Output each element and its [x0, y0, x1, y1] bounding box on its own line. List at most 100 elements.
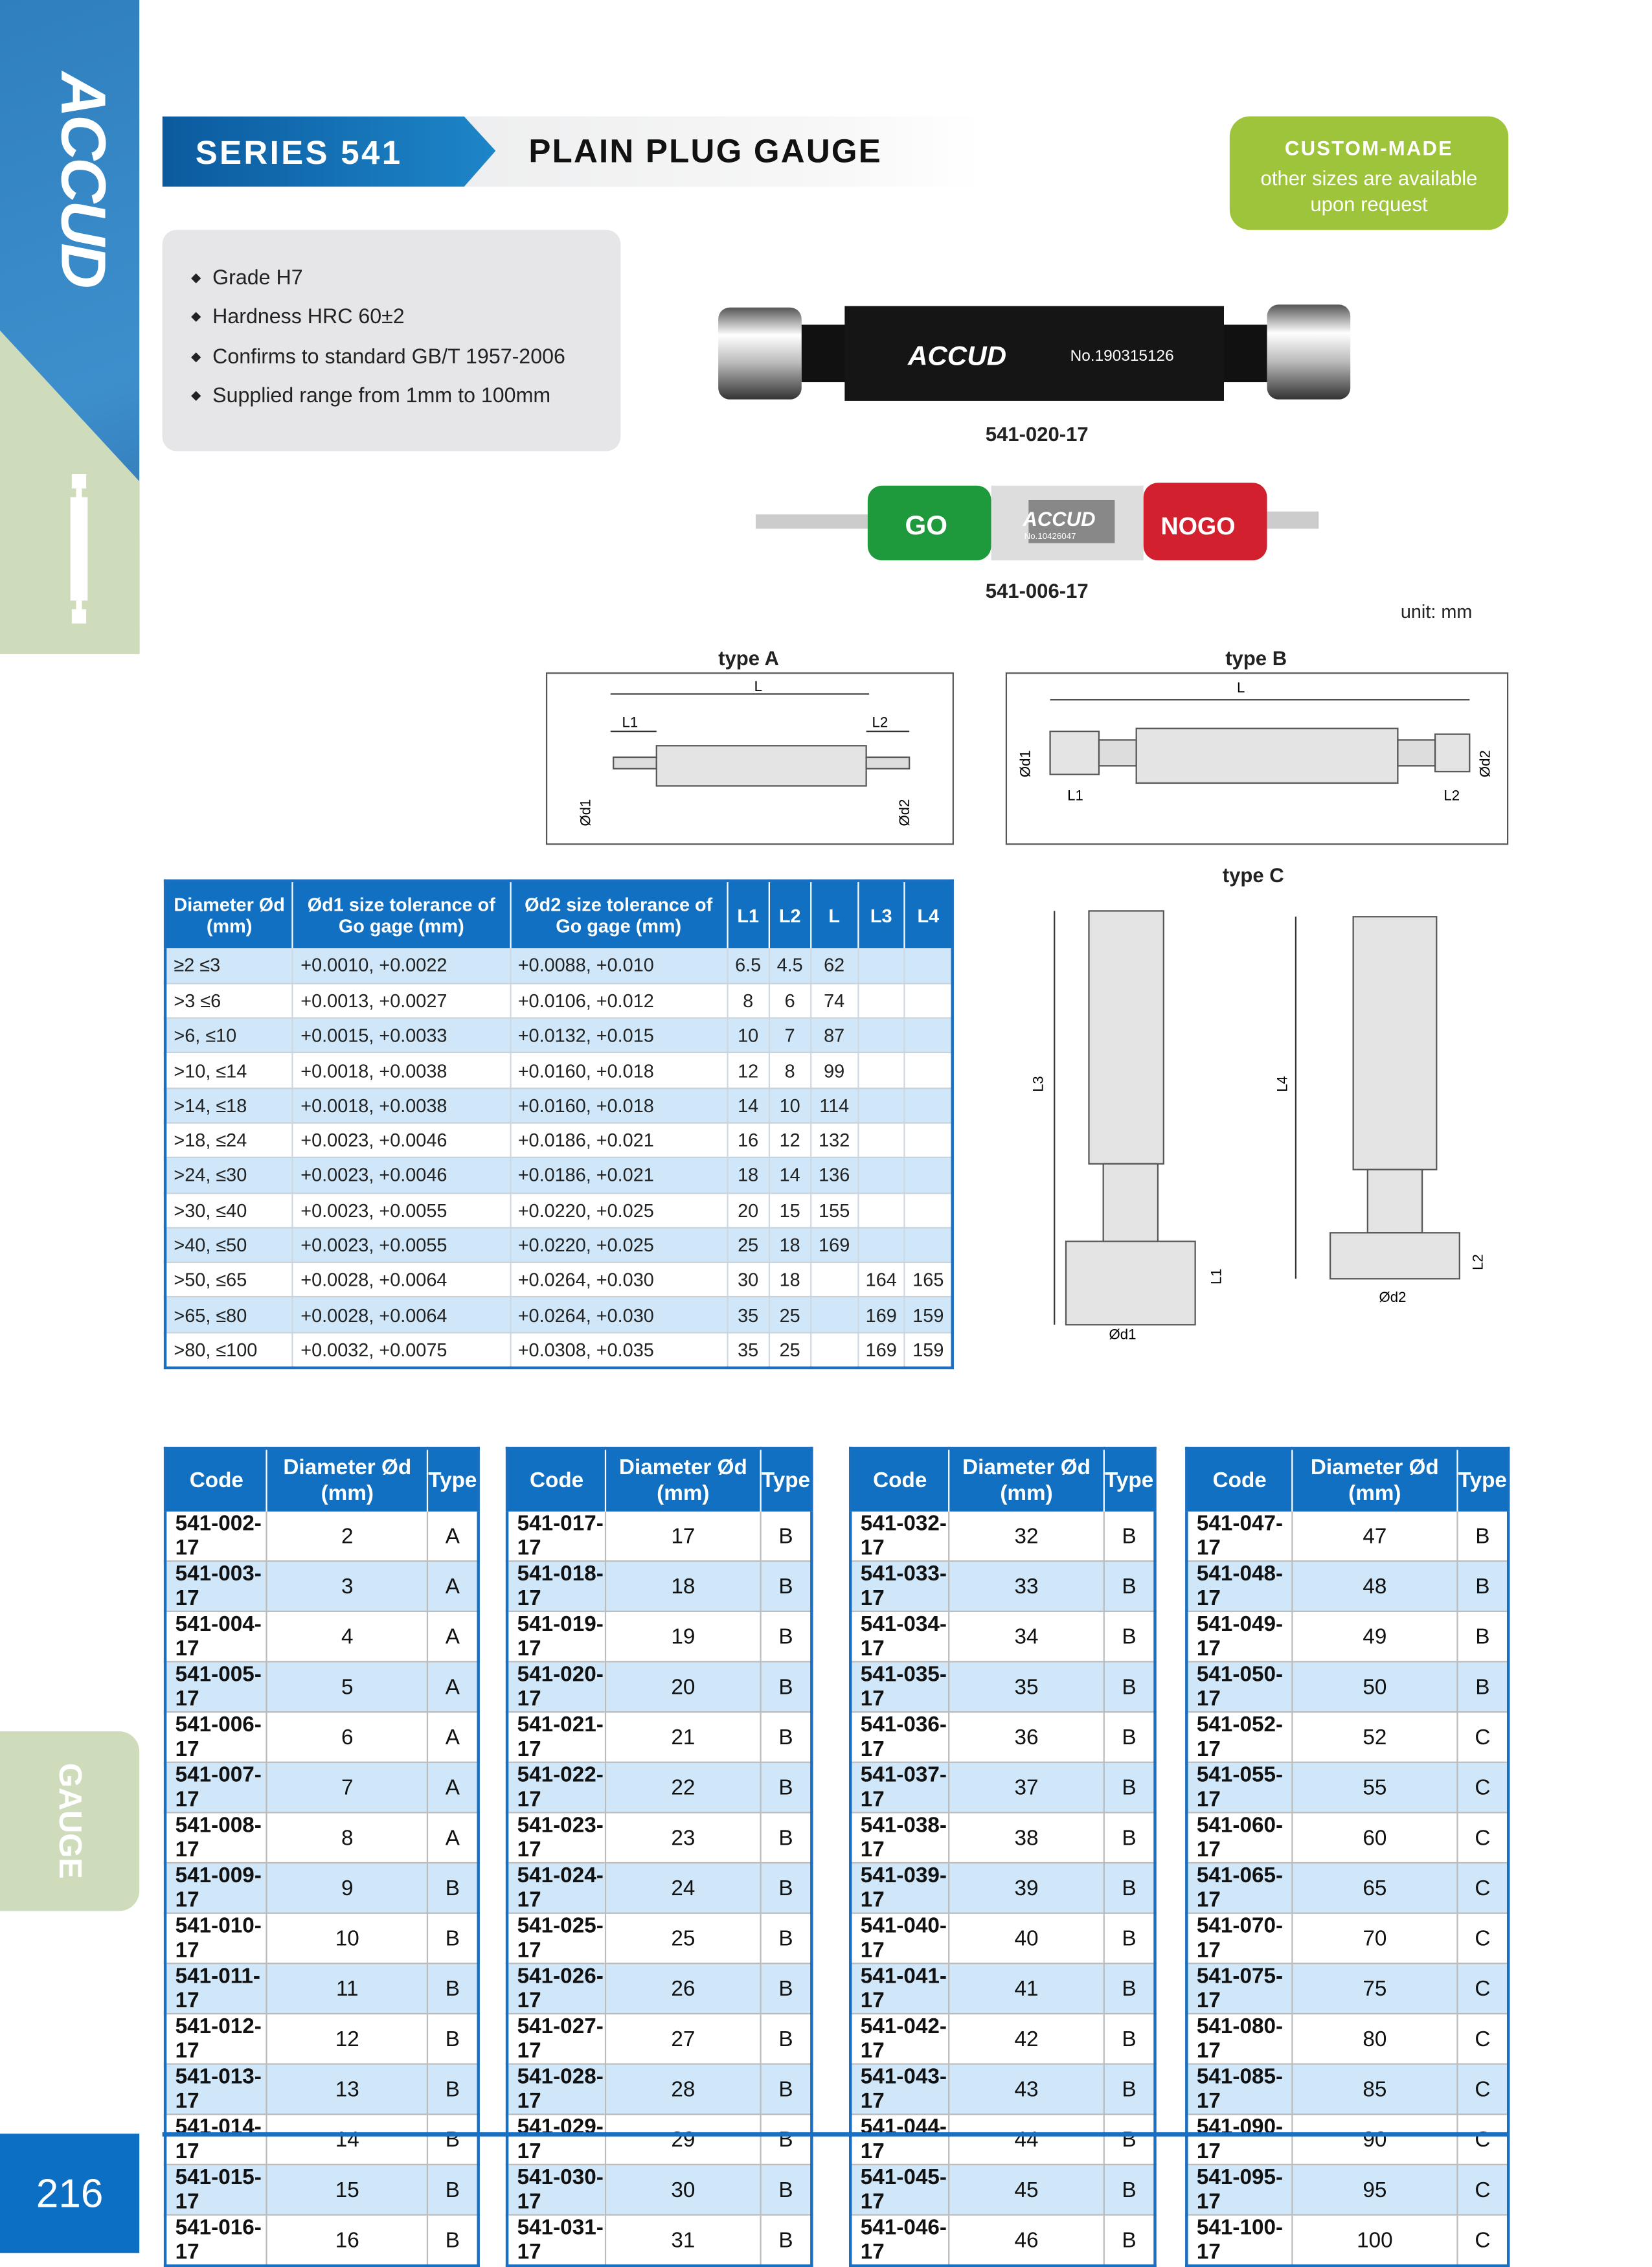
spec-row: >50, ≤65 +0.0028, +0.0064 +0.0264, +0.030 3…	[165, 1262, 953, 1299]
product-code: 541-011-17	[165, 1963, 268, 2015]
code-row: 541-010-17 10 B	[165, 1913, 479, 1965]
product-code: 541-037-17	[850, 1762, 950, 1814]
diameter: 3	[267, 1561, 429, 1612]
code-row: 541-042-17 42 B	[850, 2013, 1156, 2065]
type: B	[1457, 1661, 1510, 1713]
photo-serial: No.190315126	[1070, 347, 1174, 365]
diameter: 24	[605, 1863, 762, 1914]
nogo-label: NOGO	[1160, 512, 1235, 540]
product-code: 541-012-17	[165, 2013, 268, 2065]
spec-cell: +0.0010, +0.0022	[293, 948, 511, 985]
type: B	[1103, 1712, 1156, 1763]
spec-cell	[857, 1157, 906, 1194]
spec-cell: 6	[769, 983, 812, 1019]
product-code: 541-019-17	[507, 1611, 607, 1663]
code-row: 541-009-17 9 B	[165, 1863, 479, 1914]
spec-row: >24, ≤30 +0.0023, +0.0046 +0.0186, +0.021 1…	[165, 1157, 953, 1194]
section-tab-gauge[interactable]: GAUGE	[0, 1731, 140, 1911]
type: B	[1103, 1561, 1156, 1612]
product-code: 541-026-17	[507, 1963, 607, 2015]
code-row: 541-034-17 34 B	[850, 1611, 1156, 1663]
diameter: 44	[949, 2114, 1105, 2165]
spec-cell: >65, ≤80	[165, 1297, 294, 1334]
spec-cell: 10	[769, 1088, 812, 1124]
spec-cell: 18	[769, 1227, 812, 1264]
code-row: 541-095-17 95 C	[1186, 2164, 1510, 2216]
product-code: 541-030-17	[507, 2164, 607, 2216]
spec-cell: +0.0264, +0.030	[510, 1262, 729, 1299]
spec-cell: 16	[727, 1122, 770, 1159]
spec-cell: +0.0220, +0.025	[510, 1192, 729, 1229]
type: B	[1103, 1963, 1156, 2015]
photo-serial: No.10426047	[1024, 531, 1076, 541]
product-code: 541-039-17	[850, 1863, 950, 1914]
diameter: 70	[1292, 1913, 1458, 1965]
code-row: 541-038-17 38 B	[850, 1812, 1156, 1864]
type: B	[1103, 1661, 1156, 1713]
diameter: 17	[605, 1511, 762, 1562]
type: A	[427, 1762, 479, 1814]
product-code: 541-031-17	[507, 2215, 607, 2267]
spec-cell: 169	[810, 1227, 859, 1264]
diameter: 11	[267, 1963, 429, 2015]
spec-cell	[905, 1053, 953, 1089]
diameter: 34	[949, 1611, 1105, 1663]
product-code: 541-033-17	[850, 1561, 950, 1612]
spec-cell: ≥2 ≤3	[165, 948, 294, 985]
code-header-cell: Code	[1186, 1448, 1293, 1512]
product-code: 541-035-17	[850, 1661, 950, 1713]
spec-cell: 35	[727, 1297, 770, 1334]
type: B	[760, 1661, 813, 1713]
type: A	[427, 1661, 479, 1713]
spec-cell: 30	[727, 1262, 770, 1299]
type: B	[1103, 1913, 1156, 1965]
spec-cell	[810, 1297, 859, 1334]
feature-item: Grade H7	[191, 268, 620, 307]
spec-cell: 4.5	[769, 948, 812, 985]
product-code: 541-095-17	[1186, 2164, 1293, 2216]
product-code: 541-005-17	[165, 1661, 268, 1713]
feature-list: Grade H7 Hardness HRC 60±2 Confirms to s…	[162, 229, 621, 451]
spec-cell: +0.0015, +0.0033	[293, 1018, 511, 1054]
spec-header-cell: Ød2 size tolerance of Go gage (mm)	[510, 880, 729, 949]
spec-header-cell: L1	[727, 880, 770, 949]
code-row: 541-026-17 26 B	[507, 1963, 813, 2015]
code-row: 541-017-17 17 B	[507, 1511, 813, 1562]
type: C	[1457, 2064, 1510, 2115]
type: B	[1103, 2215, 1156, 2267]
spec-cell: 6.5	[727, 948, 770, 985]
product-code: 541-042-17	[850, 2013, 950, 2065]
diameter: 60	[1292, 1812, 1458, 1864]
spec-cell: +0.0023, +0.0046	[293, 1122, 511, 1159]
diameter: 2	[267, 1511, 429, 1562]
code-row: 541-050-17 50 B	[1186, 1661, 1510, 1713]
type: B	[1103, 1812, 1156, 1864]
type: B	[427, 1913, 479, 1965]
diameter: 100	[1292, 2215, 1458, 2267]
spec-cell	[857, 1018, 906, 1054]
spec-cell: 114	[810, 1088, 859, 1124]
diameter: 43	[949, 2064, 1105, 2115]
product-code: 541-029-17	[507, 2114, 607, 2165]
type: C	[1457, 1963, 1510, 2015]
code-row: 541-048-17 48 B	[1186, 1561, 1510, 1612]
diameter: 40	[949, 1913, 1105, 1965]
diameter: 38	[949, 1812, 1105, 1864]
diameter: 16	[267, 2215, 429, 2267]
spec-cell	[857, 983, 906, 1019]
product-code: 541-065-17	[1186, 1863, 1293, 1914]
page-title: PLAIN PLUG GAUGE	[528, 132, 883, 170]
spec-cell: +0.0023, +0.0055	[293, 1227, 511, 1264]
product-code: 541-013-17	[165, 2064, 268, 2115]
spec-cell	[905, 1227, 953, 1264]
code-row: 541-044-17 44 B	[850, 2114, 1156, 2165]
diameter: 15	[267, 2164, 429, 2216]
dim-d2: Ød2	[1379, 1289, 1407, 1305]
diameter: 46	[949, 2215, 1105, 2267]
diameter: 10	[267, 1913, 429, 1965]
spec-row: >14, ≤18 +0.0018, +0.0038 +0.0160, +0.018 1…	[165, 1088, 953, 1124]
diameter: 18	[605, 1561, 762, 1612]
product-code: 541-020-17	[507, 1661, 607, 1713]
spec-cell	[905, 1157, 953, 1194]
spec-header-cell: L4	[905, 880, 953, 949]
